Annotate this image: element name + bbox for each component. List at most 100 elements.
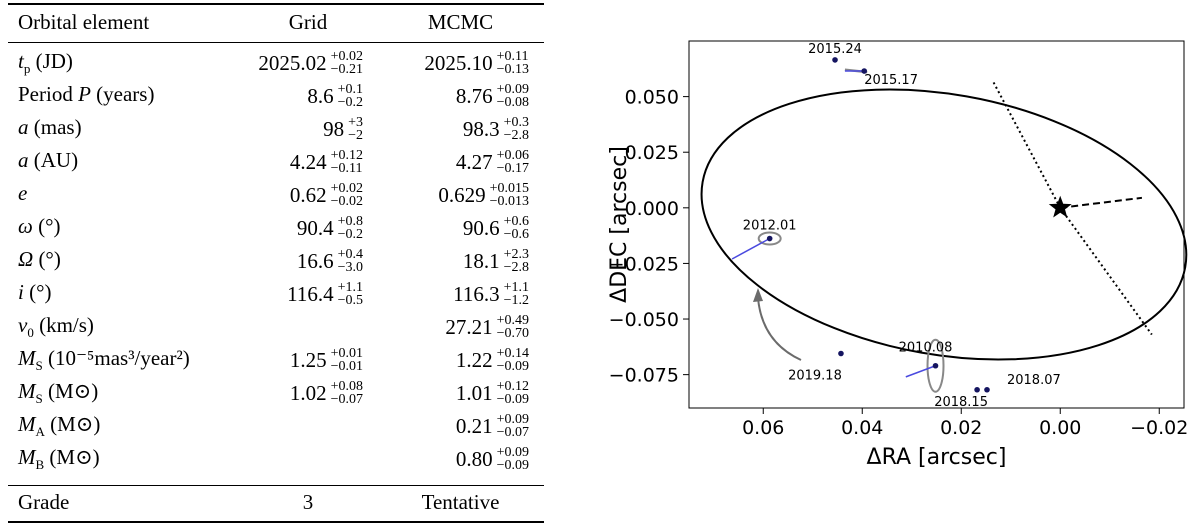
element-unit: (°) xyxy=(23,280,52,304)
grade-grid: 3 xyxy=(302,490,314,514)
data-point xyxy=(932,362,939,369)
point-label: 2010.08 xyxy=(899,341,953,356)
grid-value: 0.62 +0.02 −0.02 xyxy=(238,177,363,210)
lower-error: −0.08 xyxy=(496,95,529,111)
element-subscript: p xyxy=(23,61,31,77)
mcmc-value: 2025.10 +0.11 −0.13 xyxy=(388,45,529,78)
element-subscript: S xyxy=(35,391,43,407)
lower-error: −0.6 xyxy=(503,227,529,243)
grade-mcmc: Tentative xyxy=(421,490,500,514)
element-unit: (M⊙) xyxy=(42,379,99,403)
central-star-icon xyxy=(1048,195,1072,218)
element-symbol: i xyxy=(18,280,24,304)
upper-error: +0.8 xyxy=(337,214,363,230)
x-tick-label: −0.02 xyxy=(1130,417,1188,439)
grade-label: Grade xyxy=(18,490,70,514)
mcmc-value: 27.21 +0.49 −0.70 xyxy=(388,309,529,342)
value: 90.6 xyxy=(462,215,500,240)
point-label: 2018.15 xyxy=(934,395,988,410)
data-point xyxy=(984,386,990,393)
upper-error: +0.09 xyxy=(496,445,529,461)
uncertainty: +0.12 −0.09 xyxy=(496,379,529,408)
y-tick-label: 0.000 xyxy=(625,198,679,220)
lower-error: −2.8 xyxy=(503,128,529,144)
lower-error: −1.2 xyxy=(503,293,529,309)
uncertainty: +0.6 −0.6 xyxy=(503,214,529,243)
value: 1.25 xyxy=(289,347,327,372)
element-unit: (years) xyxy=(90,82,155,106)
value: 90.4 xyxy=(296,215,334,240)
table-row: i (°) 116.4 +1.1 −0.5 116.3 +1.1 −1.2 xyxy=(8,276,544,309)
element-unit: (M⊙) xyxy=(44,445,100,469)
uncertainty: +0.14 −0.09 xyxy=(496,347,529,375)
element-name: Period P (years) xyxy=(18,78,154,111)
orbit-plot: 0.06 0.04 0.02 0.00 −0.02 0.050 0.025 0.000 −0.0… xyxy=(607,40,1188,470)
point-label: 2015.24 xyxy=(808,42,862,57)
element-unit: (JD) xyxy=(30,49,73,73)
upper-error: +0.08 xyxy=(330,379,363,395)
value: 0.21 xyxy=(455,413,493,438)
x-tick-label: 0.00 xyxy=(1039,417,1081,439)
element-symbol: M xyxy=(18,412,36,436)
data-point xyxy=(766,235,773,242)
element-name: i (°) xyxy=(18,276,51,309)
value: 27.21 xyxy=(445,314,493,339)
uncertainty: +0.015 −0.013 xyxy=(490,182,529,209)
uncertainty: +0.1 −0.2 xyxy=(337,83,363,111)
line-of-nodes xyxy=(1059,207,1153,336)
mcmc-value: 0.21 +0.09 −0.07 xyxy=(388,408,529,441)
element-subscript: B xyxy=(35,457,45,473)
upper-error: +0.6 xyxy=(503,214,529,230)
uncertainty: +2.3 −2.8 xyxy=(504,248,529,275)
lower-error: −0.07 xyxy=(330,392,363,408)
residual-line xyxy=(905,365,936,378)
orbit-ellipse xyxy=(700,88,1188,361)
data-point xyxy=(861,68,868,74)
grid-value: 16.6 +0.4 −3.0 xyxy=(238,243,363,276)
lower-error: −0.21 xyxy=(330,62,363,78)
x-tick-label: 0.02 xyxy=(940,417,982,439)
table-row: v0 (km/s) 27.21 +0.49 −0.70 xyxy=(8,309,544,342)
mcmc-value: 1.01 +0.12 −0.09 xyxy=(388,375,529,408)
lower-error: −0.09 xyxy=(496,359,529,375)
upper-error: +0.12 xyxy=(330,148,363,164)
header-orbital-element: Orbital element xyxy=(18,10,150,34)
grid-value: 2025.02 +0.02 −0.21 xyxy=(238,45,363,78)
uncertainty: +0.4 −3.0 xyxy=(338,248,363,275)
mcmc-value: 0.629 +0.015 −0.013 xyxy=(388,177,529,210)
value: 8.76 xyxy=(455,83,493,108)
uncertainty: +0.8 −0.2 xyxy=(337,214,363,242)
lower-error: −0.5 xyxy=(337,293,363,309)
lower-error: −0.01 xyxy=(330,359,363,375)
lower-error: −0.07 xyxy=(496,425,529,441)
table-row: e 0.62 +0.02 −0.02 0.629 +0.015 −0.013 xyxy=(8,177,544,210)
uncertainty: +0.09 −0.07 xyxy=(496,412,529,441)
upper-error: +0.01 xyxy=(330,346,363,362)
grid-value xyxy=(238,309,363,342)
mcmc-value: 8.76 +0.09 −0.08 xyxy=(388,78,529,111)
uncertainty: +1.1 −1.2 xyxy=(503,281,529,309)
lower-error: −0.2 xyxy=(337,95,363,111)
top-rule xyxy=(8,3,544,5)
element-subscript: 0 xyxy=(27,325,34,341)
lower-error: −0.09 xyxy=(496,392,529,408)
point-label: 2019.18 xyxy=(788,369,842,384)
table-row: tp (JD) 2025.02 +0.02 −0.21 2025.10 +0.11 −0.1… xyxy=(8,45,544,78)
table-row: MS (10⁻⁵mas³/year²) 1.25 +0.01 −0.01 1.22 +0.… xyxy=(8,342,544,375)
value: 1.02 xyxy=(289,380,327,405)
element-subscript: A xyxy=(35,424,45,440)
residual-line xyxy=(731,237,771,260)
grid-value: 1.02 +0.08 −0.07 xyxy=(238,375,363,408)
element-name: MS (M⊙) xyxy=(18,375,98,408)
upper-error: +0.12 xyxy=(496,379,529,395)
lower-error: −0.11 xyxy=(330,161,363,177)
element-name: ω (°) xyxy=(18,210,60,243)
value: 0.80 xyxy=(455,446,493,471)
element-subscript: S xyxy=(35,358,43,374)
element-symbol: Ω xyxy=(18,247,34,271)
upper-error: +0.09 xyxy=(496,412,529,428)
y-tick-label: 0.025 xyxy=(625,142,679,164)
mcmc-value: 18.1 +2.3 −2.8 xyxy=(388,243,529,276)
point-label: 2015.17 xyxy=(864,73,918,88)
value: 8.6 xyxy=(307,83,334,108)
